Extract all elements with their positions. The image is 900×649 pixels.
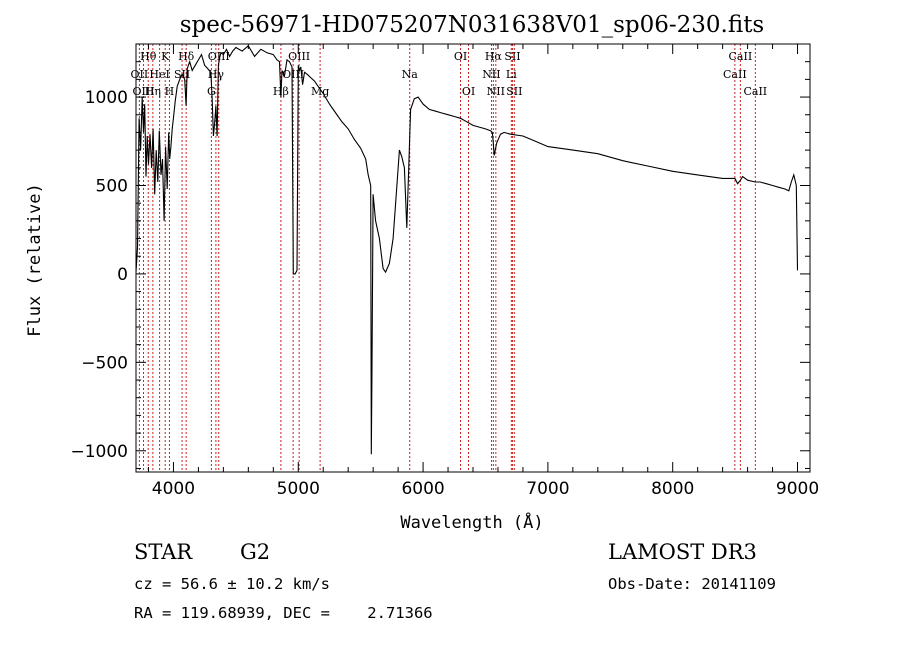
coordinates: RA = 119.68939, DEC = 2.71366 <box>134 604 433 622</box>
x-axis-label: Wavelength (Å) <box>400 511 543 533</box>
y-tick-label: 500 <box>96 176 128 196</box>
y-tick-label: −1000 <box>70 442 128 462</box>
line-label-25: CaII <box>729 50 753 63</box>
obs-date: Obs-Date: 20141109 <box>608 575 776 593</box>
line-label-3: Hη <box>145 85 161 98</box>
object-type: STAR <box>134 540 193 564</box>
plot-frame <box>135 43 811 473</box>
y-tick-label: −500 <box>81 353 128 373</box>
line-label-16: Na <box>402 68 419 81</box>
line-label-1: OII <box>131 68 149 81</box>
line-label-27: CaII <box>743 85 767 98</box>
x-tick-label: 5000 <box>277 479 320 499</box>
chart-title: spec-56971-HD075207N031638V01_sp06-230.f… <box>180 12 765 38</box>
line-label-2: OIII <box>132 85 154 98</box>
subclass: G2 <box>240 540 271 564</box>
y-tick-label: 0 <box>117 265 128 285</box>
line-label-20: NII <box>482 68 500 81</box>
x-tick-label: 8000 <box>651 479 694 499</box>
y-axis-label: Flux (relative) <box>25 183 45 337</box>
line-label-5: K <box>161 50 170 63</box>
line-label-23: Li <box>506 68 517 81</box>
line-label-17: OI <box>454 50 467 63</box>
line-label-0: Hθ <box>140 50 157 63</box>
x-tick-label: 7000 <box>526 479 569 499</box>
line-label-4: HeI <box>149 68 169 81</box>
x-tick-label: 4000 <box>152 479 195 499</box>
line-label-14: OIII <box>288 50 310 63</box>
line-label-10: Hγ <box>208 68 225 81</box>
redshift-text: cz = 56.6 ± 10.2 km/s <box>134 575 330 593</box>
spectrum-line <box>136 44 799 455</box>
x-tick-label: 6000 <box>401 479 444 499</box>
line-label-6: H <box>165 85 175 98</box>
line-label-18: OI <box>462 85 475 98</box>
y-tick-label: 1000 <box>85 88 128 108</box>
line-label-26: CaII <box>723 68 747 81</box>
line-label-22: SII <box>504 50 520 63</box>
line-label-19: Hα <box>485 50 503 63</box>
survey-name: LAMOST DR3 <box>608 540 757 564</box>
line-label-15: Mg <box>311 85 329 98</box>
x-tick-label: 9000 <box>776 479 819 499</box>
line-label-8: Hδ <box>178 50 195 63</box>
line-label-24: SII <box>506 85 522 98</box>
line-label-21: NII <box>487 85 505 98</box>
